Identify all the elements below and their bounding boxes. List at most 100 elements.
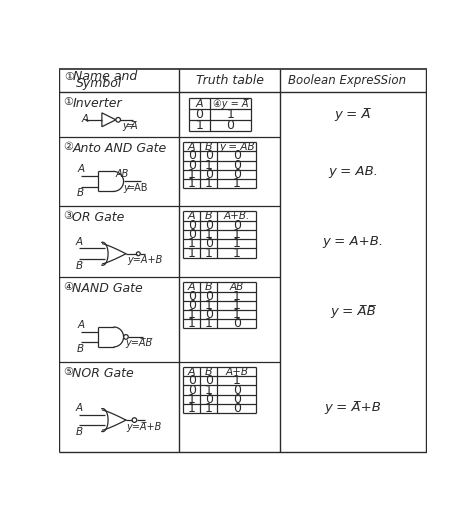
Text: A: A	[188, 367, 196, 376]
Text: A+B.: A+B.	[224, 211, 250, 221]
Text: 0: 0	[233, 219, 241, 232]
Text: AB: AB	[115, 169, 128, 179]
Text: A: A	[188, 211, 196, 221]
Text: y=A̅B̅: y=A̅B̅	[125, 339, 152, 348]
Text: A̅+B: A̅+B	[225, 367, 248, 376]
Text: B: B	[77, 344, 84, 354]
Text: 1: 1	[233, 299, 241, 312]
Text: 0: 0	[188, 228, 196, 241]
Text: 0: 0	[188, 149, 196, 162]
Text: 0: 0	[188, 159, 196, 172]
Text: Boolean ExpreSSion: Boolean ExpreSSion	[288, 74, 406, 87]
Text: 0: 0	[205, 393, 213, 406]
Text: 1: 1	[233, 374, 241, 387]
Text: B: B	[205, 211, 213, 221]
Text: 1: 1	[205, 384, 213, 397]
Text: NOR Gate: NOR Gate	[73, 367, 134, 380]
Text: 1: 1	[196, 119, 203, 132]
Text: 0: 0	[233, 393, 241, 406]
Text: 0: 0	[227, 119, 235, 132]
Text: 0: 0	[233, 159, 241, 172]
Text: 0: 0	[233, 149, 241, 162]
Text: 1: 1	[205, 299, 213, 312]
Text: 0: 0	[205, 149, 213, 162]
Text: Symbol: Symbol	[76, 77, 123, 90]
Text: 1: 1	[205, 177, 213, 190]
Text: B: B	[75, 427, 82, 437]
Text: ⑤: ⑤	[63, 367, 73, 377]
Text: 1: 1	[233, 228, 241, 241]
Text: 1: 1	[188, 317, 196, 330]
Text: 0: 0	[205, 219, 213, 232]
Text: 0: 0	[188, 384, 196, 397]
Text: 1: 1	[233, 247, 241, 260]
Text: 0: 0	[195, 108, 203, 121]
Text: Name and: Name and	[73, 70, 137, 83]
Text: NAND Gate: NAND Gate	[73, 282, 143, 295]
Text: ②: ②	[63, 142, 73, 152]
Text: B: B	[205, 367, 213, 376]
Text: A̅: A̅	[130, 121, 137, 131]
Text: 1: 1	[205, 247, 213, 260]
Text: A: A	[188, 282, 196, 292]
Text: B: B	[205, 282, 213, 292]
Text: A: A	[82, 114, 89, 124]
Text: 1: 1	[233, 290, 241, 302]
Text: y = A̅: y = A̅	[335, 108, 371, 121]
Text: ①: ①	[64, 72, 74, 82]
Text: 1: 1	[188, 308, 196, 321]
Text: Inverter: Inverter	[73, 98, 122, 111]
Text: 0: 0	[205, 290, 213, 302]
Text: OR Gate: OR Gate	[73, 211, 125, 224]
Text: 1: 1	[188, 177, 196, 190]
Text: y=A+B: y=A+B	[128, 255, 163, 265]
Text: ④: ④	[63, 282, 73, 292]
Text: 1: 1	[233, 177, 241, 190]
Text: 0: 0	[205, 374, 213, 387]
Text: y=A̅+B: y=A̅+B	[126, 422, 161, 432]
Text: 1: 1	[205, 159, 213, 172]
Text: 1: 1	[205, 228, 213, 241]
Text: y: y	[122, 121, 128, 131]
Text: A: A	[75, 403, 82, 413]
Text: 1: 1	[188, 237, 196, 250]
Text: 1: 1	[188, 402, 196, 415]
Text: 0: 0	[188, 290, 196, 302]
Text: 0: 0	[233, 384, 241, 397]
Text: 0: 0	[233, 317, 241, 330]
Text: A̅B: A̅B	[229, 282, 244, 292]
Text: 1: 1	[188, 247, 196, 260]
Text: A: A	[188, 142, 196, 152]
Text: y = A̅B̅: y = A̅B̅	[330, 305, 376, 318]
Text: ①: ①	[63, 98, 73, 108]
Text: 1: 1	[205, 317, 213, 330]
Text: 0: 0	[205, 308, 213, 321]
Text: y = A+B.: y = A+B.	[322, 235, 383, 248]
Text: y: y	[124, 183, 129, 193]
Text: y = AB: y = AB	[219, 142, 255, 152]
Text: B: B	[75, 261, 82, 271]
Text: ③: ③	[63, 211, 73, 221]
Text: 0: 0	[188, 299, 196, 312]
Text: Truth table: Truth table	[196, 74, 264, 87]
Text: B: B	[205, 142, 213, 152]
Text: y = A̅+B: y = A̅+B	[325, 401, 382, 414]
Text: B: B	[77, 188, 84, 199]
Text: 1: 1	[233, 237, 241, 250]
Text: A: A	[77, 320, 84, 330]
Text: =: =	[126, 121, 134, 131]
Text: A: A	[77, 164, 84, 174]
Text: =AB: =AB	[128, 183, 149, 193]
Text: 1: 1	[188, 393, 196, 406]
Text: y = AB.: y = AB.	[328, 165, 378, 178]
Text: A: A	[75, 237, 82, 247]
Text: 0: 0	[233, 402, 241, 415]
Text: ④y = A̅: ④y = A̅	[213, 99, 248, 109]
Text: 1: 1	[205, 402, 213, 415]
Text: 0: 0	[233, 168, 241, 181]
Text: A: A	[196, 99, 203, 109]
Text: 0: 0	[205, 168, 213, 181]
Text: 1: 1	[188, 168, 196, 181]
Text: 0: 0	[188, 219, 196, 232]
Text: 1: 1	[227, 108, 235, 121]
